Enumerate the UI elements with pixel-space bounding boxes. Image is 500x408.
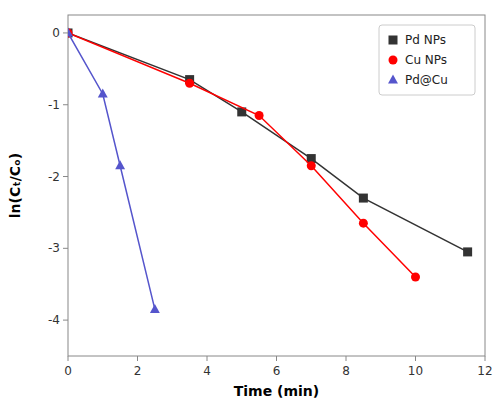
y-tick: [63, 320, 68, 321]
data-point: [98, 89, 108, 98]
x-tick: [415, 356, 416, 361]
y-axis-label: ln(Cₜ/Cₒ): [7, 153, 23, 218]
x-tick: [346, 356, 347, 361]
data-point: [411, 273, 420, 282]
data-point: [255, 111, 264, 120]
x-axis-label: Time (min): [234, 383, 319, 399]
data-point: [359, 194, 368, 203]
x-tick-label: 4: [203, 364, 211, 378]
x-tick: [207, 356, 208, 361]
y-tick: [63, 32, 68, 33]
y-tick-label: -1: [48, 98, 60, 112]
series-line: [68, 33, 416, 277]
legend-marker: [389, 36, 398, 45]
data-point: [150, 304, 160, 313]
data-point: [307, 161, 316, 170]
x-tick: [276, 356, 277, 361]
y-tick: [63, 104, 68, 105]
data-point: [359, 219, 368, 228]
x-tick: [137, 356, 138, 361]
x-tick-label: 10: [408, 364, 423, 378]
y-tick-label: 0: [52, 26, 60, 40]
y-tick: [63, 248, 68, 249]
x-tick-label: 12: [477, 364, 492, 378]
data-point: [185, 79, 194, 88]
data-point: [115, 160, 125, 169]
data-point: [463, 247, 472, 256]
legend-label: Pd NPs: [405, 33, 446, 47]
x-tick: [485, 356, 486, 361]
y-tick-label: -4: [48, 313, 60, 327]
legend-marker: [388, 75, 398, 84]
y-tick-label: -3: [48, 241, 60, 255]
data-point: [68, 28, 73, 37]
legend-marker: [389, 56, 398, 65]
legend-box: [379, 25, 475, 95]
series-line: [68, 33, 155, 309]
plot-frame: [68, 15, 485, 356]
x-tick-label: 0: [64, 364, 72, 378]
x-tick-label: 8: [342, 364, 350, 378]
y-tick: [63, 176, 68, 177]
series-line: [68, 33, 468, 252]
x-tick: [68, 356, 69, 361]
x-tick-label: 2: [134, 364, 142, 378]
legend-label: Pd@Cu: [405, 73, 448, 87]
legend-label: Cu NPs: [405, 53, 447, 67]
data-point: [68, 28, 73, 37]
y-tick-label: -2: [48, 170, 60, 184]
x-tick-label: 6: [273, 364, 281, 378]
chart: 0 2 4 6 8 10 12 0 -1 -2 -3 -4 Time (min) ln(Cₜ/Cₒ) Pd …: [0, 0, 500, 408]
data-point: [68, 28, 73, 37]
legend: Pd NPs Cu NPs Pd@Cu: [379, 25, 475, 95]
